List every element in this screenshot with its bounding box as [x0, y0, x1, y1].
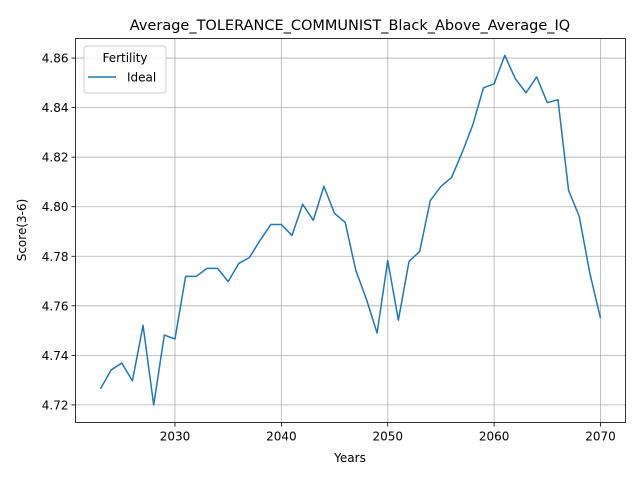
legend-title: Fertility	[102, 51, 147, 65]
x-tick-label: 2040	[266, 430, 297, 444]
x-tick-label: 2050	[372, 430, 403, 444]
y-tick-label: 4.72	[42, 398, 69, 412]
x-axis-ticks: 2030 2040 2050 2060 2070	[160, 422, 616, 444]
y-axis-ticks: 4.72 4.74 4.76 4.78 4.80 4.82 4.84 4.86	[42, 52, 76, 412]
y-tick-label: 4.82	[42, 151, 69, 165]
chart-title: Average_TOLERANCE_COMMUNIST_Black_Above_…	[130, 18, 570, 34]
legend-label-ideal: Ideal	[127, 71, 156, 85]
grid-lines	[75, 38, 626, 423]
legend: Fertility Ideal	[83, 45, 167, 94]
y-tick-label: 4.76	[42, 299, 69, 313]
x-tick-label: 2030	[160, 430, 191, 444]
y-tick-label: 4.86	[42, 52, 69, 66]
y-tick-label: 4.74	[42, 349, 69, 363]
x-axis-label: Years	[333, 451, 366, 465]
y-axis-label: Score(3-6)	[15, 199, 29, 262]
y-tick-label: 4.78	[42, 250, 69, 264]
series-layer	[99, 54, 602, 406]
plot-frame	[75, 38, 626, 423]
series-line-ideal	[99, 54, 602, 406]
y-tick-label: 4.84	[42, 101, 69, 115]
y-tick-label: 4.80	[42, 200, 69, 214]
legend-box	[83, 45, 167, 94]
x-tick-label: 2070	[585, 430, 616, 444]
x-tick-label: 2060	[479, 430, 510, 444]
